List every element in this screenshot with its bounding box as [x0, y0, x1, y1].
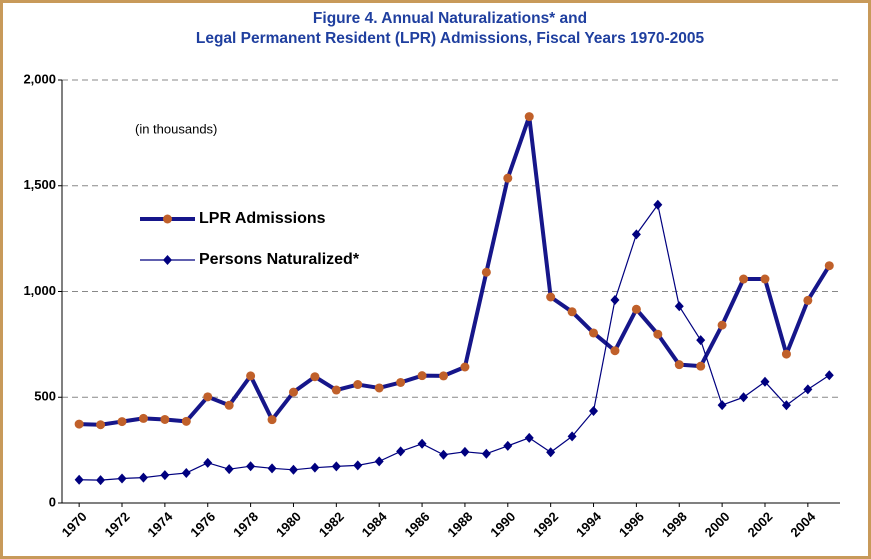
marker [288, 464, 298, 475]
marker [610, 346, 620, 356]
marker [653, 199, 663, 210]
marker [203, 392, 213, 402]
marker [653, 329, 663, 339]
marker [438, 371, 448, 381]
marker [803, 295, 813, 305]
marker [631, 229, 641, 240]
marker [781, 349, 791, 359]
marker [546, 292, 556, 302]
marker [203, 457, 213, 468]
marker [824, 261, 834, 271]
chart-subtitle: Legal Permanent Resident (LPR) Admission… [196, 30, 705, 47]
marker [224, 464, 234, 475]
marker [674, 301, 684, 312]
marker [331, 461, 341, 472]
marker [74, 474, 84, 485]
marker [353, 380, 363, 390]
marker [96, 420, 106, 430]
marker [760, 376, 770, 387]
marker [717, 400, 727, 411]
marker [696, 335, 706, 346]
marker [267, 415, 277, 425]
marker [224, 400, 234, 410]
marker [181, 416, 191, 426]
marker [267, 463, 277, 474]
marker [503, 440, 513, 451]
marker [824, 370, 834, 381]
marker [160, 414, 170, 424]
marker [396, 446, 406, 457]
marker [310, 372, 320, 382]
marker [481, 448, 491, 459]
y-tick-label: 0 [49, 494, 56, 509]
marker [460, 446, 470, 457]
marker [310, 462, 320, 473]
marker [524, 112, 534, 122]
legend-marker [163, 214, 172, 224]
marker [246, 371, 256, 381]
marker [803, 384, 813, 395]
marker [481, 267, 491, 277]
marker [589, 405, 599, 416]
marker [524, 432, 534, 443]
marker [138, 472, 148, 483]
marker [374, 456, 384, 467]
marker [610, 294, 620, 305]
marker [696, 361, 706, 371]
marker [460, 362, 470, 372]
marker [117, 417, 127, 427]
marker [760, 274, 770, 284]
marker [567, 431, 577, 442]
marker [246, 461, 256, 472]
marker [717, 320, 727, 330]
y-tick-label: 1,500 [23, 177, 56, 192]
marker [396, 377, 406, 387]
annotation: (in thousands) [135, 121, 217, 136]
marker [160, 470, 170, 481]
marker [417, 371, 427, 381]
marker [739, 392, 749, 403]
marker [438, 449, 448, 460]
y-tick-label: 500 [34, 389, 56, 404]
marker [181, 467, 191, 478]
marker [96, 475, 106, 486]
marker [546, 447, 556, 458]
legend-label: LPR Admissions [199, 210, 326, 227]
marker [589, 328, 599, 338]
marker [353, 460, 363, 471]
y-tick-label: 1,000 [23, 283, 56, 298]
marker [503, 173, 513, 183]
marker [331, 385, 341, 395]
series-line [79, 204, 830, 481]
marker [781, 400, 791, 411]
y-tick-label: 2,000 [23, 71, 56, 86]
legend-label: Persons Naturalized* [199, 251, 360, 268]
marker [567, 307, 577, 317]
marker [417, 438, 427, 449]
marker [74, 419, 84, 429]
series-line [79, 114, 831, 427]
marker [739, 274, 749, 284]
marker [138, 413, 148, 423]
marker [631, 304, 641, 314]
marker [374, 383, 384, 393]
legend-marker [163, 255, 172, 265]
chart-title: Figure 4. Annual Naturalizations* and [313, 10, 587, 27]
marker [674, 360, 684, 370]
marker [117, 473, 127, 484]
marker [288, 387, 298, 397]
